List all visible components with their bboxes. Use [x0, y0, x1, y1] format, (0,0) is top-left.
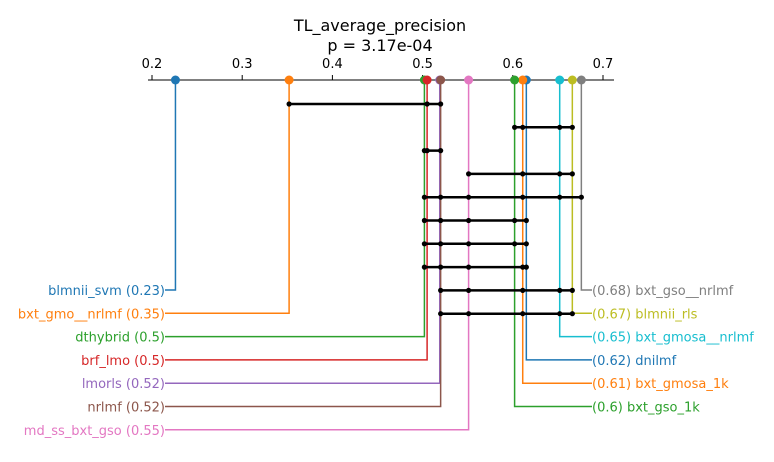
- clique-dot: [512, 241, 518, 247]
- x-tick-label: 0.7: [593, 57, 614, 72]
- method-label: md_ss_bxt_gso (0.55): [24, 424, 165, 439]
- method-marker: [170, 75, 180, 85]
- clique-dot: [578, 194, 584, 200]
- clique-dot: [438, 311, 444, 317]
- method-marker: [422, 75, 432, 85]
- method-marker: [436, 75, 446, 85]
- method-lines: [165, 80, 592, 431]
- clique-dot: [438, 101, 444, 107]
- clique-dot: [466, 194, 472, 200]
- method-line: [165, 80, 428, 361]
- clique-dot: [557, 124, 563, 130]
- method-label: (0.6) bxt_gso_1k: [592, 401, 700, 416]
- axis-markers: [170, 75, 586, 85]
- clique-dot: [421, 241, 428, 247]
- clique-dot: [421, 264, 428, 270]
- clique-dot: [438, 287, 444, 293]
- clique-dot: [569, 287, 575, 293]
- method-line: [165, 80, 470, 431]
- clique-dot: [557, 287, 563, 293]
- x-tick-label: 0.2: [142, 57, 163, 72]
- clique-dot: [438, 148, 444, 154]
- method-label: (0.62) dnilmf: [592, 354, 677, 369]
- x-tick-label: 0.6: [502, 57, 523, 72]
- method-line: [165, 80, 290, 315]
- method-marker: [567, 75, 577, 85]
- method-line: [165, 80, 441, 384]
- method-label: dthybrid (0.5): [75, 331, 165, 346]
- method-marker: [464, 75, 474, 85]
- clique-dot: [512, 217, 518, 224]
- clique-dot: [523, 217, 529, 224]
- clique-dot: [569, 311, 575, 317]
- clique-dot: [438, 194, 444, 200]
- clique-dot: [557, 311, 563, 317]
- method-label: bxt_gmo__nrlmf (0.35): [18, 307, 165, 322]
- clique-dot: [466, 241, 472, 247]
- clique-dot: [466, 217, 472, 224]
- method-label: blmnii_svm (0.23): [48, 284, 165, 299]
- clique-dot: [421, 217, 428, 224]
- method-line: [165, 80, 177, 291]
- method-label: (0.65) bxt_gmosa__nrlmf: [592, 331, 754, 346]
- method-label: nrlmf (0.52): [87, 401, 165, 416]
- x-axis-ticks: 0.2 0.3 0.4 0.5 0.6 0.7: [142, 57, 614, 80]
- clique-dot: [520, 171, 526, 177]
- clique-dot: [520, 287, 526, 293]
- clique-dot: [438, 217, 444, 224]
- method-line: [165, 80, 442, 408]
- method-line: [165, 80, 426, 338]
- clique-dot: [424, 148, 430, 154]
- clique-dot: [466, 287, 472, 293]
- x-tick-label: 0.5: [412, 57, 433, 72]
- clique-dot: [569, 124, 575, 130]
- clique-dot: [569, 171, 575, 177]
- method-line: [580, 80, 592, 291]
- clique-bars: [286, 101, 584, 317]
- clique-dot: [523, 264, 529, 270]
- clique-dot: [520, 124, 526, 130]
- clique-dot: [286, 101, 292, 107]
- method-label: (0.68) bxt_gso__nrlmf: [592, 284, 734, 299]
- method-marker: [576, 75, 586, 85]
- method-line: [558, 80, 592, 338]
- clique-dot: [438, 241, 444, 247]
- method-line: [521, 80, 592, 384]
- clique-dot: [523, 241, 529, 247]
- x-tick-label: 0.4: [322, 57, 343, 72]
- method-marker: [518, 75, 528, 85]
- method-labels: blmnii_svm (0.23) bxt_gmo__nrlmf (0.35) dt…: [18, 284, 754, 439]
- clique-dot: [520, 194, 526, 200]
- clique-dot: [520, 311, 526, 317]
- method-label: (0.61) bxt_gmosa_1k: [592, 377, 729, 392]
- x-tick-label: 0.3: [232, 57, 253, 72]
- clique-dot: [466, 171, 472, 177]
- clique-dot: [466, 311, 472, 317]
- method-marker: [284, 75, 294, 85]
- method-label: brf_lmo (0.5): [81, 354, 165, 369]
- clique-dot: [438, 264, 444, 270]
- clique-dot: [466, 264, 472, 270]
- clique-dot: [557, 194, 563, 200]
- clique-dot: [424, 101, 430, 107]
- clique-dot: [512, 124, 518, 130]
- clique-dot: [520, 264, 526, 270]
- chart-subtitle: p = 3.17e-04: [327, 36, 432, 55]
- method-marker: [510, 75, 520, 85]
- clique-dot: [557, 171, 563, 177]
- method-line: [513, 80, 592, 408]
- method-label: lmorls (0.52): [82, 377, 165, 392]
- method-label: (0.67) blmnii_rls: [592, 307, 698, 322]
- method-marker: [555, 75, 565, 85]
- clique-dot: [421, 194, 428, 200]
- chart-title: TL_average_precision: [293, 16, 466, 36]
